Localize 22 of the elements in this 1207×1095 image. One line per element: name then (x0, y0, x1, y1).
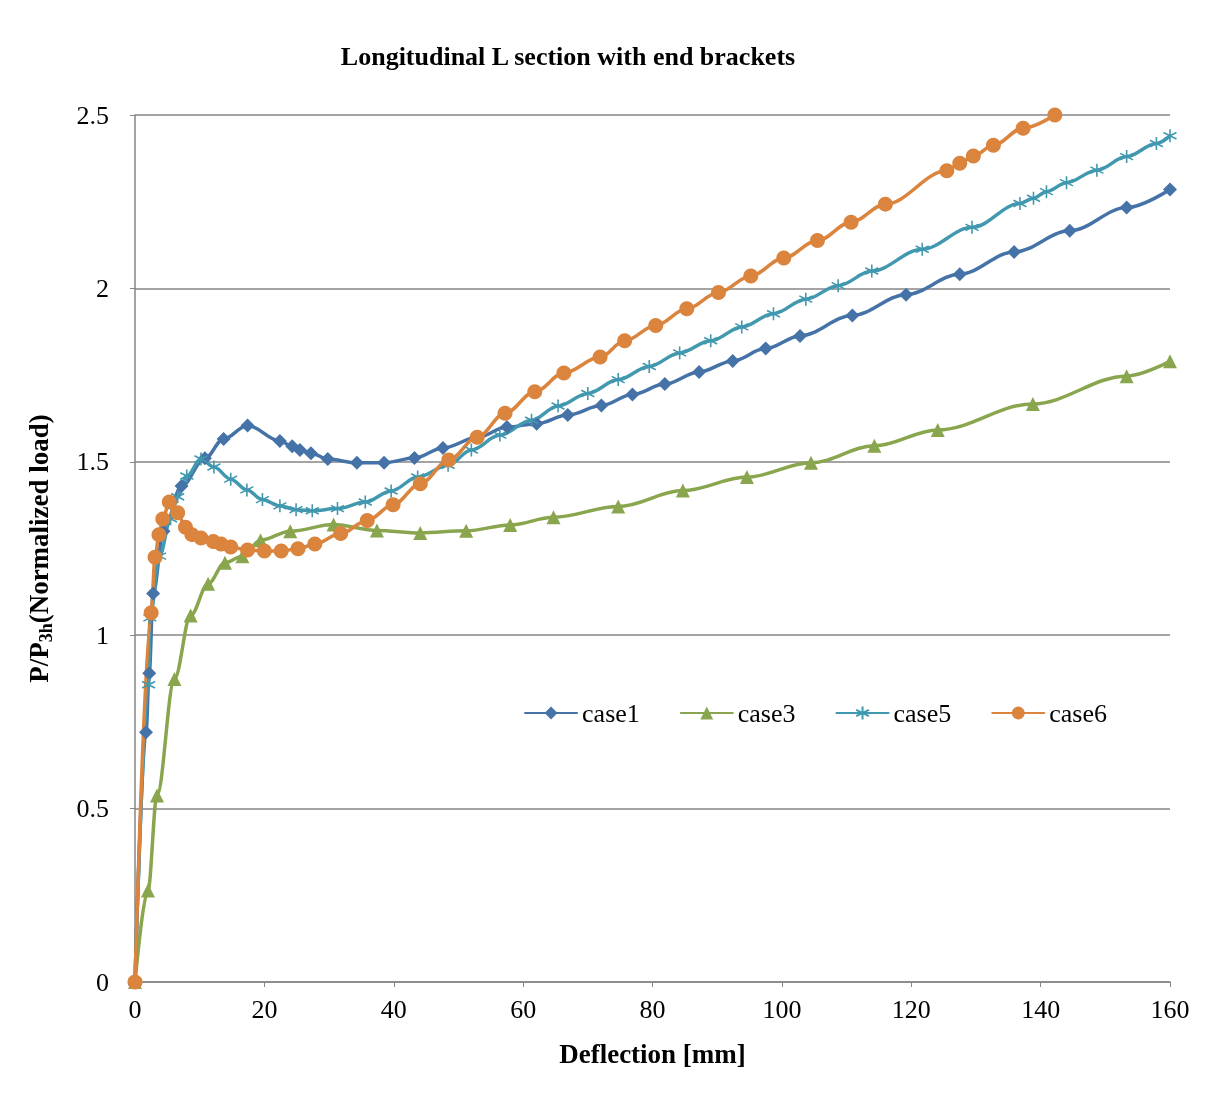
y-tick-label: 1.5 (76, 447, 109, 477)
y-tick-label: 2.5 (76, 100, 109, 130)
x-axis-title: Deflection [mm] (559, 1038, 746, 1069)
x-tick-label: 160 (1150, 994, 1190, 1024)
y-tick-label: 0 (96, 967, 109, 997)
y-tick-label: 1 (96, 620, 109, 650)
y-axis-title: P/P3h(Normalized load) (24, 414, 56, 683)
x-tick-label: 0 (128, 994, 142, 1024)
legend-label: case1 (582, 698, 640, 728)
x-tick-label: 100 (762, 994, 802, 1024)
x-tick-label: 120 (891, 994, 931, 1024)
legend-label: case6 (1049, 698, 1108, 728)
legend-label: case5 (893, 698, 952, 728)
x-tick-label: 80 (639, 994, 666, 1024)
y-tick-label: 0.5 (76, 794, 109, 824)
y-tick-label: 2 (96, 273, 109, 303)
x-tick-label: 40 (380, 994, 407, 1024)
x-tick-label: 20 (251, 994, 278, 1024)
x-tick-label: 140 (1021, 994, 1061, 1024)
chart-title: Longitudinal L section with end brackets (340, 41, 796, 71)
x-tick-label: 60 (510, 994, 537, 1024)
legend-label: case3 (737, 698, 796, 728)
